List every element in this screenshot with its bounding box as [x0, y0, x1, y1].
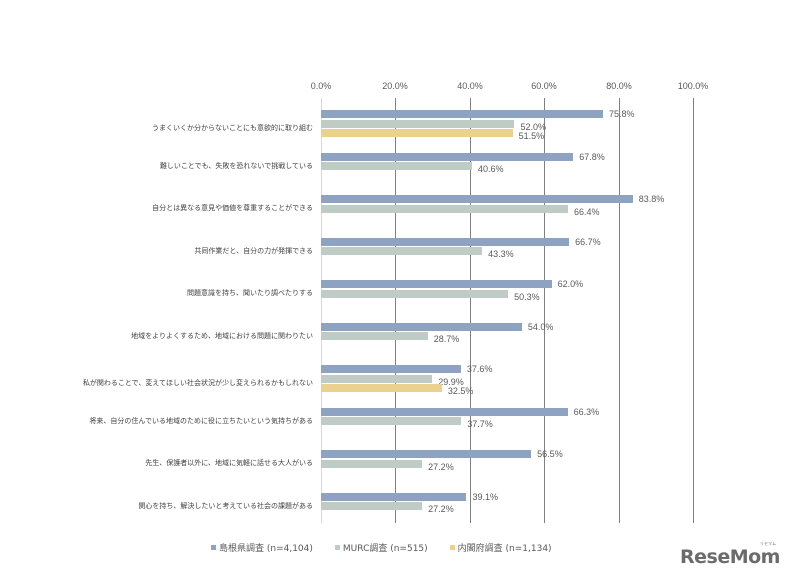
- bar-1: [321, 162, 473, 170]
- bar-1: [321, 247, 483, 255]
- data-label: 50.3%: [514, 291, 540, 302]
- gridline: [321, 98, 322, 523]
- data-label: 62.0%: [557, 279, 584, 289]
- data-label: 56.5%: [537, 449, 563, 459]
- bar-2: [321, 129, 513, 137]
- bar-0: [321, 237, 570, 246]
- data-label: 32.5%: [447, 386, 474, 396]
- legend-label-murc: MURC調査 (n=515): [342, 544, 428, 554]
- resemom-logo: ReseMom: [680, 546, 780, 568]
- category-label: 将来、自分の住んでいる地域のために役に立ちたいという気持ちがある: [89, 416, 313, 425]
- bar-1: [321, 459, 423, 468]
- category-label: 地域をよりよくするため、地域における問題に関わりたい: [131, 331, 313, 340]
- data-label: 37.7%: [467, 419, 493, 429]
- data-label: 27.2%: [428, 504, 454, 514]
- gridline: [395, 98, 396, 523]
- data-label: 66.7%: [575, 236, 601, 247]
- data-label: 28.7%: [433, 334, 460, 344]
- x-axis-tick-label: 80.0%: [606, 81, 632, 91]
- data-label: 66.4%: [574, 206, 600, 217]
- category-label: 難しいことでも、失敗を恐れないで挑戦している: [159, 161, 313, 170]
- bar-1: [321, 119, 515, 128]
- legend-swatch-murc: [334, 545, 340, 550]
- data-label: 54.0%: [527, 321, 554, 332]
- data-label: 52.0%: [520, 121, 546, 132]
- gridline: [544, 98, 545, 523]
- resemom-logo-ruby: リセマム: [760, 541, 776, 546]
- bar-2: [321, 384, 442, 392]
- bar-0: [321, 492, 467, 501]
- bar-0: [321, 110, 603, 118]
- legend-item-shimane: 島根県調査 (n=4,104): [211, 541, 313, 554]
- bar-0: [321, 322, 522, 331]
- gridline: [619, 98, 620, 523]
- legend-label-cabinet: 内閣府調査 (n=1,134): [457, 544, 552, 554]
- bar-1: [321, 289, 509, 298]
- bar-0: [321, 450, 532, 458]
- bar-1: [321, 204, 568, 213]
- data-label: 66.3%: [573, 406, 600, 417]
- category-label: 関心を持ち、解決したいと考えている社会の課題がある: [138, 501, 313, 510]
- x-axis-tick-label: 40.0%: [457, 81, 483, 91]
- bar-1: [321, 332, 428, 340]
- data-label: 75.8%: [608, 109, 635, 119]
- gridline: [693, 98, 694, 523]
- category-label: 問題意識を持ち、聞いたり調べたりする: [187, 289, 313, 297]
- bar-1: [321, 374, 433, 383]
- legend-item-murc: MURC調査 (n=515): [334, 541, 428, 554]
- data-label: 83.8%: [638, 194, 665, 204]
- data-label: 51.5%: [518, 131, 545, 141]
- legend-swatch-shimane: [211, 545, 216, 550]
- bar-0: [321, 365, 461, 373]
- bar-0: [321, 195, 633, 203]
- x-axis-tick-label: 20.0%: [382, 81, 408, 91]
- category-label: 自分とは異なる意見や価値を尊重することができる: [152, 204, 313, 212]
- category-label: 共同作業だと、自分の力が発揮できる: [194, 246, 313, 255]
- data-label: 40.6%: [478, 164, 504, 174]
- category-label: 私が関わることで、変えてほしい社会状況が少し変えられるかもしれない: [82, 378, 313, 387]
- gridline: [470, 98, 471, 523]
- chart-legend: 島根県調査 (n=4,104) MURC調査 (n=515) 内閣府調査 (n=…: [211, 541, 552, 554]
- data-label: 67.8%: [579, 151, 605, 162]
- x-axis-tick-label: 0.0%: [310, 81, 332, 91]
- bar-1: [321, 417, 462, 425]
- legend-label-shimane: 島根県調査 (n=4,104): [219, 544, 313, 554]
- category-label: 先生、保護者以外に、地域に気軽に話せる大人がいる: [145, 459, 313, 467]
- data-label: 27.2%: [428, 461, 454, 472]
- legend-swatch-cabinet: [449, 545, 455, 550]
- data-label: 37.6%: [466, 364, 493, 374]
- legend-item-cabinet: 内閣府調査 (n=1,134): [449, 541, 552, 554]
- data-label: 43.3%: [488, 249, 514, 259]
- data-label: 39.1%: [472, 491, 498, 502]
- bar-0: [321, 280, 552, 288]
- bar-0: [321, 407, 568, 416]
- bar-0: [321, 152, 574, 161]
- x-axis-tick-label: 100.0%: [677, 81, 709, 91]
- bar-1: [321, 502, 423, 510]
- x-axis-tick-label: 60.0%: [531, 81, 557, 91]
- category-label: うまくいくか分からないことにも意欲的に取り組む: [152, 123, 313, 132]
- data-label: 29.9%: [438, 376, 464, 387]
